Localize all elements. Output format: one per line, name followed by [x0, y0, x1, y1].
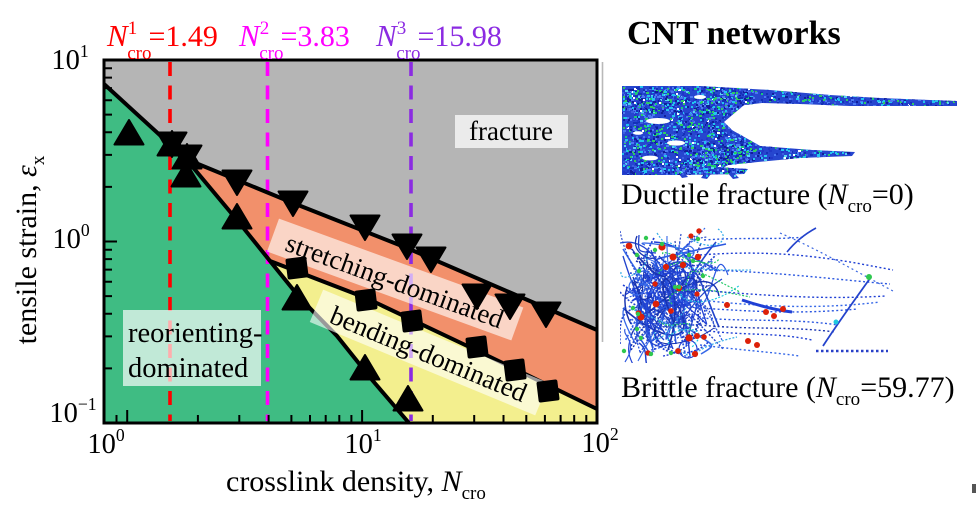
- svg-text:fracture: fracture: [469, 116, 553, 146]
- svg-text:Brittle fracture (Ncro=59.77): Brittle fracture (Ncro=59.77): [621, 371, 955, 410]
- svg-text:102: 102: [581, 424, 618, 459]
- svg-text:101: 101: [344, 425, 381, 460]
- svg-text:Ductile fracture (Ncro=0): Ductile fracture (Ncro=0): [621, 178, 914, 217]
- svg-text:10−1: 10−1: [49, 394, 96, 429]
- svg-text:crosslink density, Ncro: crosslink density, Ncro: [226, 465, 486, 504]
- svg-text:dominated: dominated: [128, 353, 248, 384]
- svg-text:tensile strain, εx: tensile strain, εx: [10, 155, 49, 344]
- svg-text:CNT networks: CNT networks: [627, 15, 841, 52]
- svg-text:100: 100: [52, 220, 90, 255]
- svg-text:reorienting-: reorienting-: [128, 318, 263, 349]
- svg-text:100: 100: [87, 425, 125, 460]
- svg-text:101: 101: [51, 41, 88, 76]
